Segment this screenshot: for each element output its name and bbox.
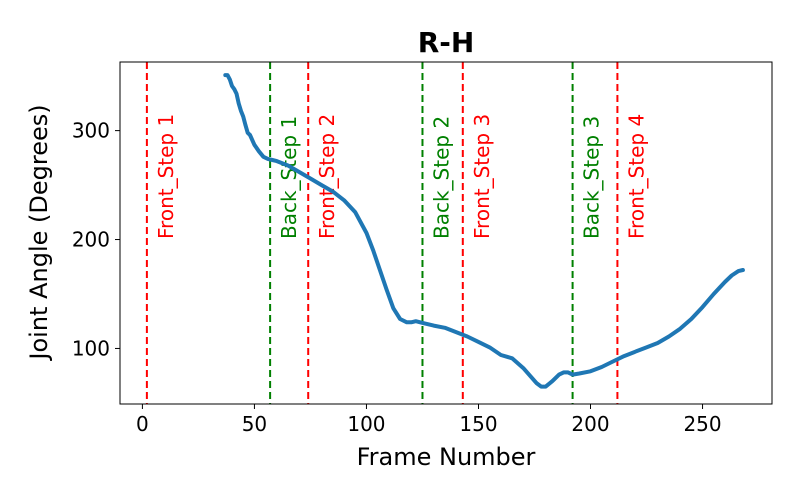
chart-title: R-H xyxy=(418,26,475,59)
step-label-5: Front_Step 3 xyxy=(470,114,494,239)
x-tick-label: 150 xyxy=(459,412,497,436)
step-label-7: Front_Step 4 xyxy=(624,114,648,239)
x-tick-label: 200 xyxy=(571,412,609,436)
x-tick-label: 50 xyxy=(242,412,267,436)
x-tick-label: 250 xyxy=(683,412,721,436)
x-tick-label: 0 xyxy=(136,412,149,436)
step-label-6: Back_Step 3 xyxy=(580,116,604,239)
x-axis-label: Frame Number xyxy=(357,443,536,471)
y-tick-label: 100 xyxy=(72,336,110,360)
y-axis-label: Joint Angle (Degrees) xyxy=(25,104,53,361)
step-label-4: Back_Step 2 xyxy=(429,116,453,239)
step-label-2: Back_Step 1 xyxy=(277,116,301,239)
step-label-1: Front_Step 1 xyxy=(154,114,178,239)
plot-area: Front_Step 1 Back_Step 1 Front_Step 2 Back_… xyxy=(72,61,773,436)
x-tick-label: 100 xyxy=(347,412,385,436)
step-label-3: Front_Step 2 xyxy=(315,114,339,239)
series-line-1 xyxy=(223,73,745,389)
plot-frame xyxy=(119,61,773,405)
y-tick-label: 200 xyxy=(72,228,110,252)
y-tick-label: 300 xyxy=(72,119,110,143)
